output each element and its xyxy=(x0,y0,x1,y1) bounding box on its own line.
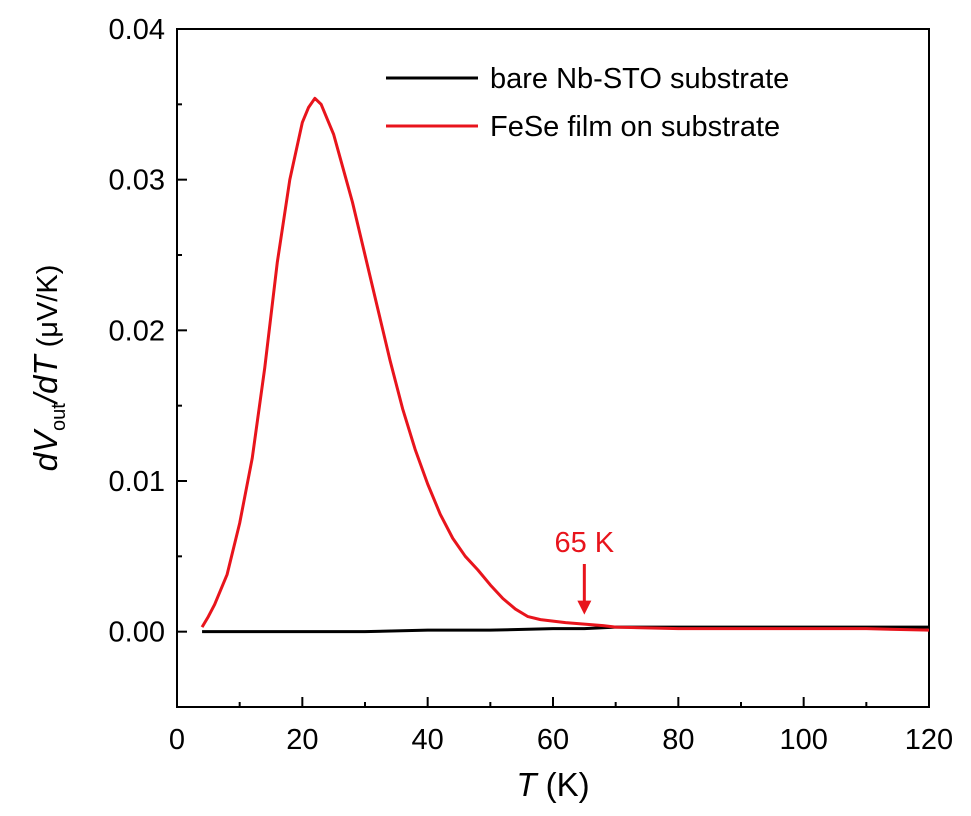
annotation-arrow-head xyxy=(577,600,592,615)
annotation-65k: 65 K xyxy=(554,527,615,615)
x-tick-label: 0 xyxy=(169,724,185,756)
y-tick-label: 0.03 xyxy=(109,165,165,197)
x-tick-label: 20 xyxy=(286,724,318,756)
series-layer xyxy=(200,96,930,634)
y-tick-label: 0.02 xyxy=(109,315,165,347)
x-tick-label: 80 xyxy=(662,724,694,756)
x-axis-unit: (K) xyxy=(537,766,590,803)
x-tick-label: 100 xyxy=(779,724,827,756)
legend: bare Nb-STO substrate FeSe film on subst… xyxy=(386,63,789,143)
axis-tick-labels: 0 20 40 60 80 100 120 0.00 0.01 0.02 0.03 0.04 xyxy=(109,14,954,756)
y-tick-label: 0.01 xyxy=(109,466,165,498)
x-axis-title: T (K) xyxy=(516,766,589,803)
y-axis-title: dVout/dT (μV/K) xyxy=(27,265,70,472)
x-tick-label: 60 xyxy=(537,724,569,756)
annotation-label: 65 K xyxy=(554,527,614,559)
y-axis-sub: out xyxy=(48,403,70,431)
y-axis-d1: d xyxy=(27,451,64,471)
y-axis-d2: d xyxy=(27,374,64,394)
x-tick-label: 120 xyxy=(905,724,953,756)
x-axis-variable: T xyxy=(516,766,539,803)
y-axis-t: T xyxy=(27,353,64,376)
axis-ticks xyxy=(176,28,930,707)
y-tick-label: 0.00 xyxy=(109,617,165,649)
y-axis-v: V xyxy=(27,428,64,453)
legend-label-bare: bare Nb-STO substrate xyxy=(490,63,789,95)
y-axis-unit: (μV/K) xyxy=(32,265,64,356)
legend-label-fese: FeSe film on substrate xyxy=(490,111,780,143)
y-axis-slash: / xyxy=(27,391,64,405)
x-tick-label: 40 xyxy=(412,724,444,756)
series-line-1 xyxy=(200,96,930,632)
y-tick-label: 0.04 xyxy=(109,14,165,46)
